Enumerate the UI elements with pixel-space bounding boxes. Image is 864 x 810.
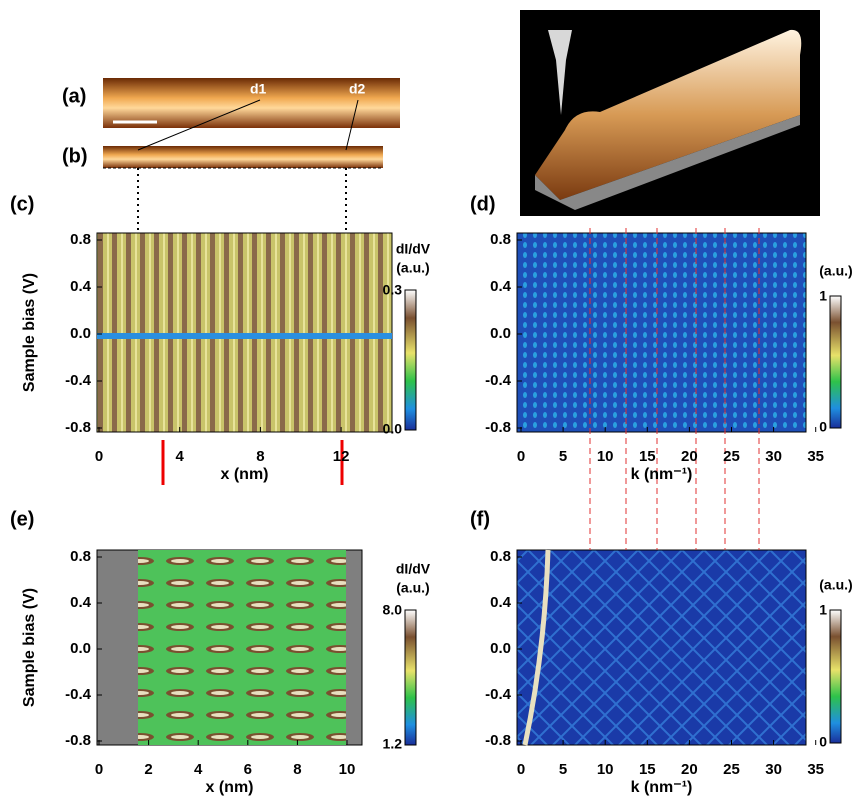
colorbar-title: dI/dV [396, 561, 431, 577]
heatmap-f [517, 550, 806, 745]
colorbar-max: 1 [819, 602, 827, 618]
y-tick-label: 0.8 [490, 548, 511, 565]
colorbar [405, 610, 416, 745]
heatmap-c-band [97, 333, 392, 339]
colorbar-max: 0.3 [383, 282, 403, 298]
x-tick-label: 0 [517, 448, 525, 465]
x-tick-label: 6 [244, 761, 252, 778]
y-tick-label: 0.0 [490, 325, 511, 342]
y-tick-label: -0.8 [65, 419, 91, 436]
y-tick-label: 0.0 [70, 640, 91, 657]
colorbar-max: 8.0 [383, 602, 403, 618]
colorbar-title: dI/dV [396, 241, 431, 257]
panel-label: (e) [10, 508, 34, 530]
x-axis-label: k (nm⁻¹) [631, 466, 693, 483]
x-axis-label: k (nm⁻¹) [631, 779, 693, 796]
panel-label: (c) [10, 193, 34, 215]
x-tick-label: 4 [194, 761, 203, 778]
x-tick-label: 35 [807, 761, 824, 778]
x-tick-label: 25 [723, 448, 740, 465]
y-tick-label: 0.4 [490, 594, 512, 611]
x-axis-label: x (nm) [221, 466, 269, 483]
x-axis-label: x (nm) [206, 779, 254, 796]
y-tick-label: 0.4 [490, 278, 512, 295]
colorbar-min: 0.0 [383, 421, 403, 437]
y-tick-label: -0.4 [485, 686, 512, 703]
x-tick-label: 25 [723, 761, 740, 778]
colorbar-min: 0 [819, 419, 827, 435]
x-tick-label: 8 [293, 761, 301, 778]
colorbar-unit: (a.u.) [396, 580, 429, 596]
heatmap-e-data [138, 550, 346, 745]
heatmap-d [517, 233, 806, 432]
y-tick-label: 0.4 [70, 594, 92, 611]
panel-label: (d) [470, 193, 496, 215]
y-tick-label: -0.8 [65, 732, 91, 749]
x-tick-label: 20 [681, 761, 698, 778]
y-tick-label: -0.4 [485, 372, 512, 389]
colorbar [405, 290, 416, 430]
colorbar-min: 1.2 [383, 736, 403, 752]
panel-label: (a) [62, 85, 86, 107]
colorbar-unit: (a.u.) [396, 260, 429, 276]
y-tick-label: 0.0 [70, 325, 91, 342]
x-tick-label: 0 [517, 761, 525, 778]
x-tick-label: 30 [765, 761, 782, 778]
x-tick-label: 35 [807, 448, 824, 465]
colorbar [830, 296, 841, 428]
x-tick-label: 8 [256, 448, 264, 465]
colorbar-unit: (a.u.) [819, 577, 852, 593]
y-tick-label: 0.8 [70, 231, 91, 248]
x-tick-label: 10 [597, 761, 614, 778]
x-tick-label: 30 [765, 448, 782, 465]
y-axis-label: Sample bias (V) [21, 273, 38, 392]
x-tick-label: 12 [333, 448, 350, 465]
x-tick-label: 15 [639, 448, 656, 465]
y-tick-label: -0.4 [65, 372, 92, 389]
colorbar [830, 610, 841, 743]
y-tick-label: -0.8 [485, 419, 511, 436]
x-tick-label: 5 [559, 761, 567, 778]
y-tick-label: 0.0 [490, 640, 511, 657]
colorbar-min: 0 [819, 734, 827, 750]
x-tick-label: 15 [639, 761, 656, 778]
panel-label: (b) [62, 145, 88, 167]
x-tick-label: 0 [95, 448, 103, 465]
x-tick-label: 10 [339, 761, 356, 778]
colorbar-unit: (a.u.) [819, 263, 852, 279]
y-axis-label: Sample bias (V) [21, 588, 38, 707]
y-tick-label: -0.4 [65, 686, 92, 703]
y-tick-label: 0.8 [70, 548, 91, 565]
x-tick-label: 10 [597, 448, 614, 465]
heatmap-c [97, 233, 392, 432]
defect-label: d2 [349, 81, 366, 97]
stm-strip [103, 146, 383, 168]
y-tick-label: -0.8 [485, 732, 511, 749]
figure: (a)(b)d1d2(c)0.80.40.0-0.4-0.804812x (nm… [0, 0, 864, 805]
y-tick-label: 0.8 [490, 231, 511, 248]
x-tick-label: 0 [95, 761, 103, 778]
x-tick-label: 2 [144, 761, 152, 778]
colorbar-max: 1 [819, 288, 827, 304]
x-tick-label: 4 [176, 448, 185, 465]
y-tick-label: 0.4 [70, 278, 92, 295]
panel-label: (f) [470, 508, 490, 530]
x-tick-label: 5 [559, 448, 567, 465]
x-tick-label: 20 [681, 448, 698, 465]
defect-label: d1 [250, 81, 267, 97]
